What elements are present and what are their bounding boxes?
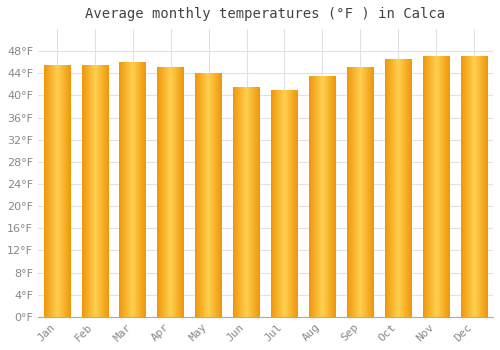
Title: Average monthly temperatures (°F ) in Calca: Average monthly temperatures (°F ) in Ca… <box>86 7 446 21</box>
